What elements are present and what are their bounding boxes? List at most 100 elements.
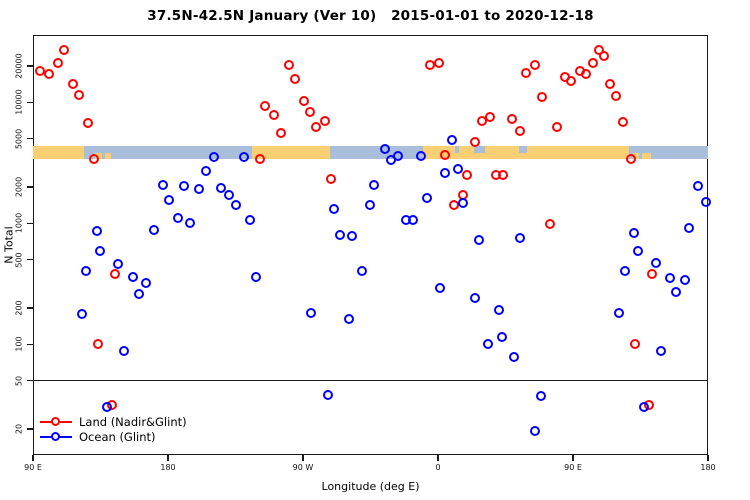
data-point-ocean <box>163 194 174 205</box>
data-point-land <box>610 90 621 101</box>
data-point-land <box>109 268 120 279</box>
x-tick-mark <box>32 455 34 461</box>
x-tick-mark <box>437 455 439 461</box>
data-point-land <box>598 50 609 61</box>
data-point-ocean <box>76 309 87 320</box>
data-point-ocean <box>94 245 105 256</box>
data-point-ocean <box>148 224 159 235</box>
data-point-ocean <box>415 150 426 161</box>
data-point-ocean <box>102 402 113 413</box>
data-point-ocean <box>385 155 396 166</box>
data-point-ocean <box>244 215 255 226</box>
data-point-ocean <box>651 257 662 268</box>
data-point-ocean <box>655 345 666 356</box>
data-point-land <box>484 112 495 123</box>
data-point-land <box>276 128 287 139</box>
data-point-ocean <box>112 258 123 269</box>
x-tick-label: 90 E <box>24 463 42 472</box>
data-point-ocean <box>453 163 464 174</box>
data-point-land <box>93 338 104 349</box>
data-point-land <box>67 79 78 90</box>
data-point-land <box>537 92 548 103</box>
data-point-land <box>498 170 509 181</box>
data-point-land <box>283 60 294 71</box>
y-tick-mark <box>27 138 33 140</box>
data-point-ocean <box>474 235 485 246</box>
data-point-land <box>580 68 591 79</box>
data-point-ocean <box>250 271 261 282</box>
strip-segment-ocean <box>330 146 423 159</box>
data-point-ocean <box>619 265 630 276</box>
data-point-ocean <box>178 181 189 192</box>
data-point-ocean <box>684 223 695 234</box>
strip-segment-land <box>252 146 330 159</box>
data-point-ocean <box>343 314 354 325</box>
data-point-ocean <box>118 346 129 357</box>
data-point-land <box>477 116 488 127</box>
data-point-ocean <box>141 277 152 288</box>
legend-ocean-marker-icon <box>40 431 72 442</box>
data-point-ocean <box>193 184 204 195</box>
x-tick-label: 90 W <box>292 463 314 472</box>
y-tick-label: 5000 <box>14 128 24 150</box>
data-point-land <box>604 79 615 90</box>
data-point-ocean <box>127 271 138 282</box>
data-point-ocean <box>439 167 450 178</box>
x-tick-label: 180 <box>700 463 716 472</box>
data-point-land <box>255 154 266 165</box>
data-point-ocean <box>496 332 507 343</box>
strip-segment-ocean <box>628 146 708 159</box>
y-tick-mark <box>27 186 33 188</box>
y-tick-mark <box>27 259 33 261</box>
y-tick-label: 10000 <box>14 89 24 116</box>
data-point-ocean <box>223 189 234 200</box>
data-point-ocean <box>633 245 644 256</box>
data-point-land <box>507 114 518 125</box>
data-point-ocean <box>364 200 375 211</box>
data-point-ocean <box>369 180 380 191</box>
data-point-land <box>304 107 315 118</box>
y-tick-mark <box>27 428 33 430</box>
data-point-land <box>618 117 629 128</box>
y-tick-mark <box>27 101 33 103</box>
data-point-ocean <box>435 282 446 293</box>
plot-area <box>33 35 708 455</box>
legend-land-label: Land (Nadir&Glint) <box>79 414 187 429</box>
data-point-ocean <box>693 181 704 192</box>
data-point-ocean <box>664 272 675 283</box>
x-tick-mark <box>302 455 304 461</box>
y-tick-label: 20 <box>14 423 24 435</box>
y-tick-label: 1000 <box>14 213 24 234</box>
strip-patch-ocean <box>474 146 485 153</box>
data-point-ocean <box>639 402 650 413</box>
data-point-ocean <box>628 227 639 238</box>
data-point-land <box>325 174 336 185</box>
data-point-land <box>43 68 54 79</box>
data-point-ocean <box>408 215 419 226</box>
data-point-ocean <box>508 351 519 362</box>
data-point-land <box>268 110 279 121</box>
legend: Land (Nadir&Glint) Ocean (Glint) <box>40 414 187 444</box>
y-tick-label: 50 <box>14 375 24 386</box>
data-point-land <box>289 74 300 85</box>
data-point-ocean <box>379 143 390 154</box>
x-tick-mark <box>572 455 574 461</box>
data-point-land <box>514 126 525 137</box>
legend-item-land: Land (Nadir&Glint) <box>40 414 187 429</box>
x-tick-mark <box>167 455 169 461</box>
data-point-ocean <box>238 151 249 162</box>
x-tick-mark <box>707 455 709 461</box>
data-point-land <box>259 101 270 112</box>
data-point-land <box>469 136 480 147</box>
y-tick-mark <box>27 307 33 309</box>
y-tick-mark <box>27 65 33 67</box>
data-point-land <box>319 116 330 127</box>
data-point-ocean <box>535 391 546 402</box>
y-tick-mark <box>27 343 33 345</box>
legend-land-marker-icon <box>40 416 72 427</box>
data-point-ocean <box>334 229 345 240</box>
data-point-ocean <box>447 135 458 146</box>
x-tick-label: 0 <box>435 463 441 472</box>
legend-item-ocean: Ocean (Glint) <box>40 429 187 444</box>
data-point-land <box>82 118 93 129</box>
